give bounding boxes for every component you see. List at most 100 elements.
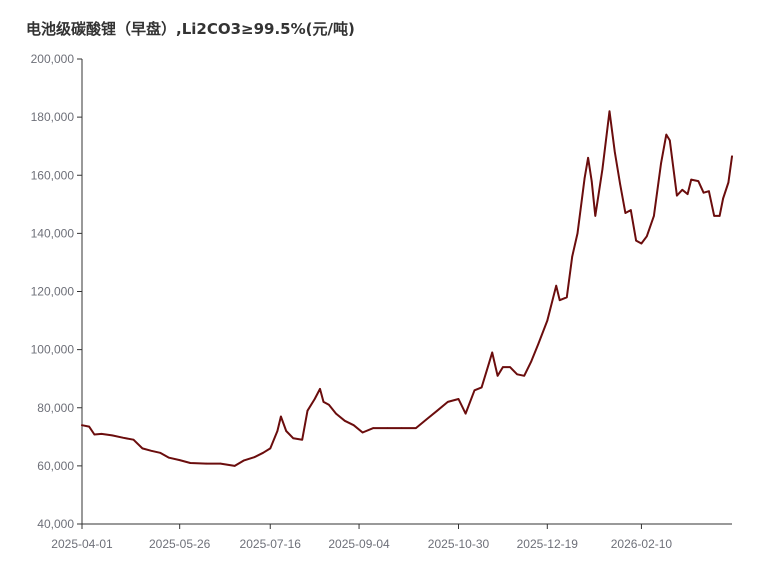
data-point (464, 412, 467, 415)
data-point (660, 162, 662, 165)
y-tick-label: 160,000 (31, 168, 75, 182)
data-point (686, 193, 689, 195)
data-point (665, 133, 668, 136)
x-tick-label: 2025-05-26 (149, 537, 211, 551)
data-point (306, 409, 309, 412)
data-point (558, 299, 561, 302)
data-point (233, 465, 236, 467)
data-point (571, 255, 573, 258)
data-point (530, 360, 533, 363)
data-point (619, 183, 621, 185)
data-point (122, 436, 124, 439)
y-axis: 40,000 60,000 80,000 100,000 120,000 140,000 1… (31, 52, 83, 531)
data-point (727, 181, 730, 184)
data-point (319, 388, 321, 390)
x-tick-label: 2025-12-19 (517, 537, 579, 551)
data-point (690, 178, 692, 181)
x-tick-label: 2025-04-01 (51, 537, 113, 551)
data-point (285, 430, 288, 432)
data-point (708, 190, 710, 192)
y-tick-label: 200,000 (31, 52, 75, 66)
data-point (713, 215, 715, 217)
data-point (168, 456, 170, 459)
data-point (681, 189, 684, 191)
data-point (576, 232, 579, 235)
data-point (457, 398, 460, 400)
data-point (555, 284, 557, 287)
y-tick-label: 100,000 (31, 343, 75, 357)
data-point (653, 215, 655, 217)
x-tick-label: 2026-02-10 (611, 537, 673, 551)
data-point (718, 215, 721, 217)
data-point (516, 373, 518, 376)
data-point (81, 424, 83, 427)
data-point (614, 151, 616, 153)
data-point (301, 438, 304, 441)
data-point (372, 427, 375, 429)
data-point (669, 139, 671, 142)
data-point (590, 180, 593, 182)
data-point (159, 452, 161, 454)
data-point (480, 386, 483, 389)
chart-title: 电池级碳酸锂（早盘）,Li2CO3≥99.5%(元/吨) (26, 20, 355, 38)
data-point (509, 366, 511, 368)
data-point (646, 235, 648, 238)
series-layer (81, 110, 733, 467)
data-point (608, 110, 611, 113)
data-point (269, 447, 272, 450)
data-point (635, 239, 637, 242)
data-point (141, 447, 144, 450)
data-point (415, 427, 417, 429)
data-point (111, 434, 113, 437)
y-tick-label: 140,000 (31, 226, 75, 240)
data-point (189, 462, 192, 464)
x-tick-label: 2025-09-04 (328, 537, 390, 551)
data-point (676, 194, 678, 197)
data-point (447, 401, 449, 403)
data-point (400, 427, 403, 429)
x-axis: 2025-04-01 2025-05-26 2025-07-16 2025-09-04… (51, 523, 732, 551)
data-point (219, 462, 222, 465)
data-point (262, 452, 264, 454)
data-point (537, 343, 540, 345)
x-tick-label: 2025-10-30 (428, 537, 490, 551)
data-point (502, 366, 504, 368)
data-point (328, 404, 330, 406)
data-point (335, 412, 337, 415)
data-point (242, 459, 245, 462)
data-point (132, 438, 135, 441)
data-point (88, 425, 90, 428)
data-point (491, 351, 494, 354)
price-series-line (81, 110, 733, 467)
data-point (205, 462, 208, 465)
data-point (640, 242, 643, 245)
y-tick-label: 120,000 (31, 285, 75, 299)
y-tick-label: 40,000 (37, 517, 74, 531)
data-point (601, 168, 604, 171)
data-point (436, 409, 439, 412)
x-tick-label: 2025-07-16 (240, 537, 302, 551)
data-point (386, 427, 389, 429)
data-point (523, 375, 525, 377)
data-point (487, 363, 490, 366)
data-point (697, 180, 700, 182)
data-point (150, 450, 153, 452)
data-point (546, 319, 549, 322)
data-point (624, 212, 627, 214)
data-point (93, 433, 96, 436)
y-tick-label: 60,000 (37, 459, 74, 473)
data-point (566, 296, 568, 299)
y-tick-label: 80,000 (37, 401, 74, 415)
data-point (702, 191, 705, 194)
data-point (587, 157, 589, 159)
data-point (313, 398, 316, 400)
data-point (425, 418, 428, 421)
data-point (630, 209, 632, 211)
data-point (344, 420, 346, 422)
data-point (100, 433, 103, 435)
data-point (594, 215, 597, 217)
data-point (496, 375, 499, 377)
y-tick-label: 180,000 (31, 110, 75, 124)
data-point (280, 415, 282, 418)
